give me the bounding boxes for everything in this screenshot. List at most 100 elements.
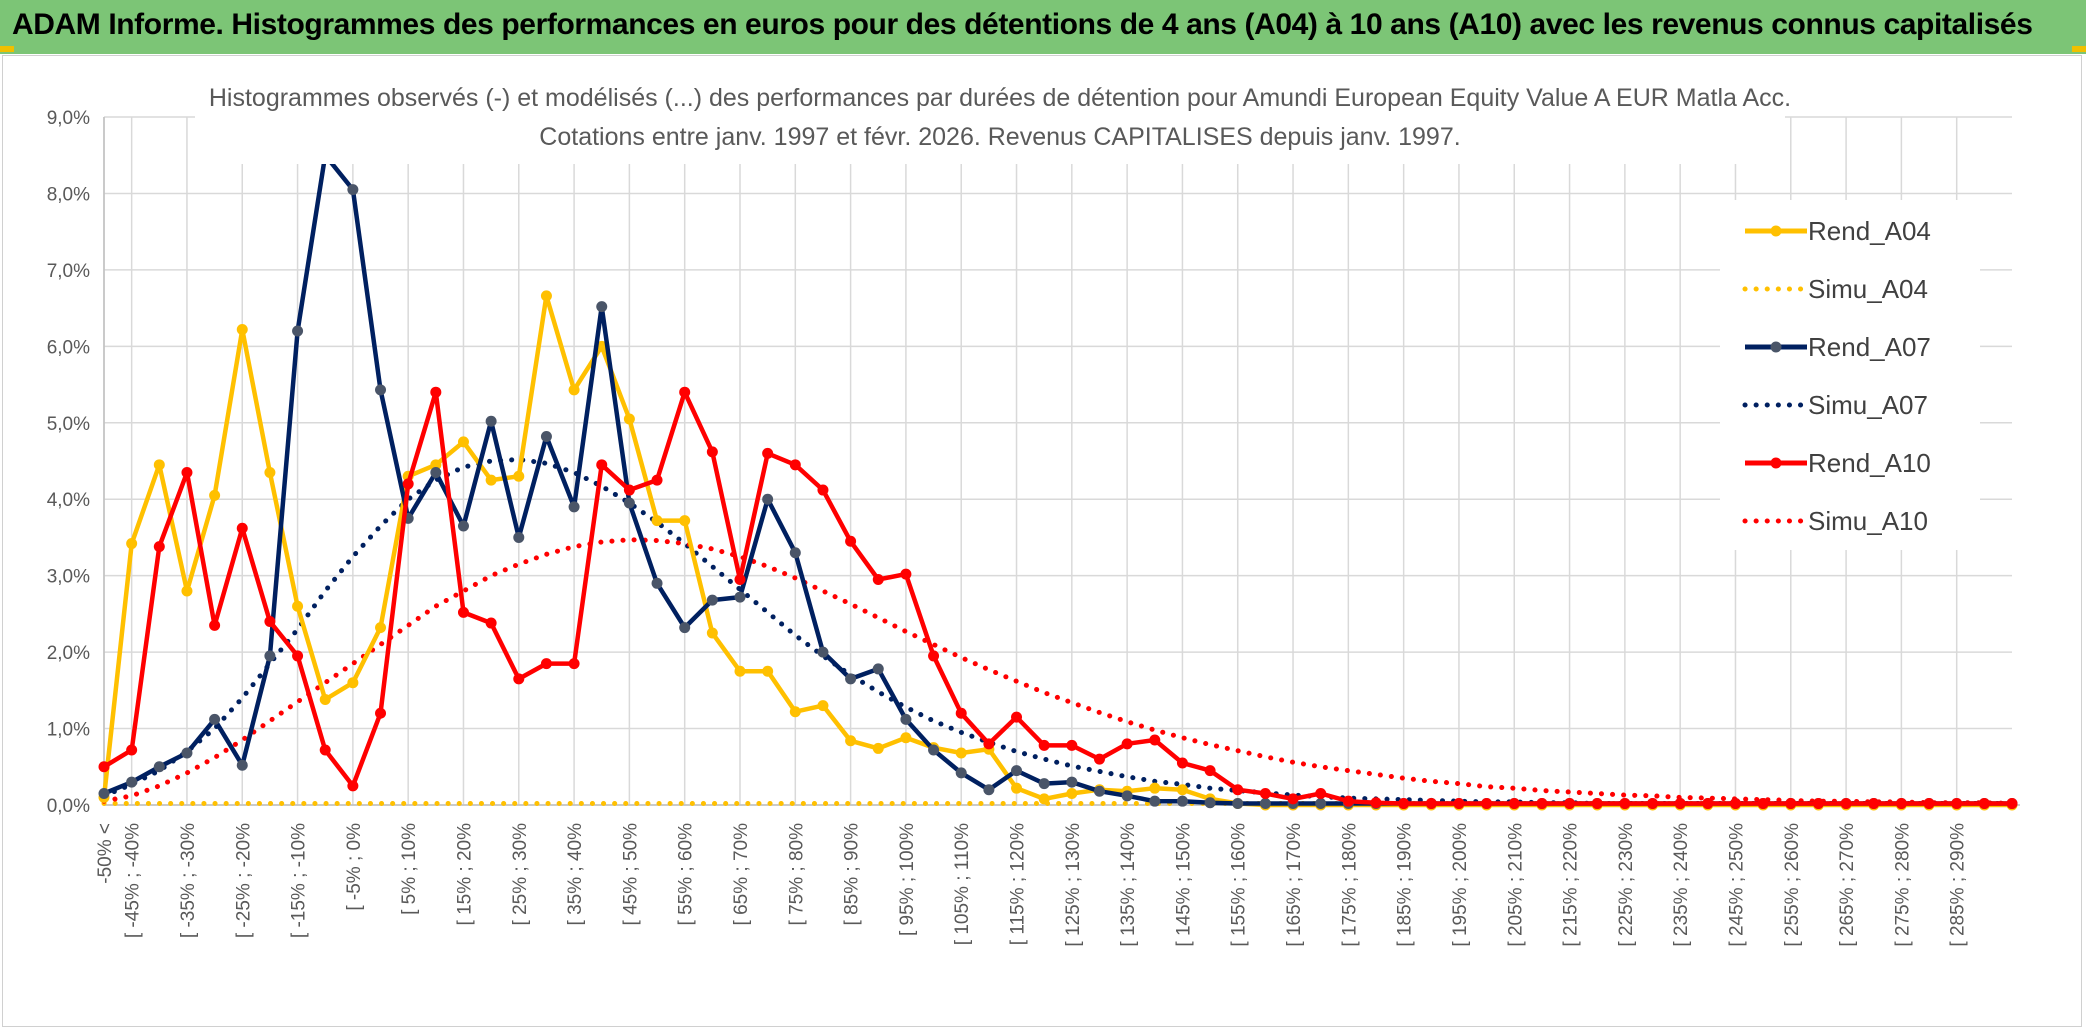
data-point bbox=[900, 732, 912, 744]
x-tick-label: [ 225% ; 230% bbox=[1616, 823, 1637, 947]
data-point bbox=[1176, 757, 1188, 769]
data-point bbox=[1204, 797, 1216, 809]
data-point bbox=[1951, 797, 1963, 809]
x-tick-label: [ 25% ; 30% bbox=[510, 823, 531, 926]
data-point bbox=[153, 541, 165, 553]
data-point bbox=[513, 531, 525, 543]
x-tick-label: [ 145% ; 150% bbox=[1173, 823, 1194, 947]
header-banner: ADAM Informe. Histogrammes des performan… bbox=[0, 0, 2086, 54]
x-tick-label: [ 285% ; 290% bbox=[1948, 823, 1969, 947]
data-point bbox=[596, 340, 608, 352]
data-point bbox=[1066, 788, 1078, 800]
data-point bbox=[485, 617, 497, 629]
data-point bbox=[789, 459, 801, 471]
banner-accent-left bbox=[0, 46, 14, 52]
series-line-Simu_A07 bbox=[101, 456, 2015, 806]
data-point bbox=[845, 735, 857, 747]
data-point bbox=[485, 415, 497, 427]
data-point bbox=[596, 459, 608, 471]
data-point bbox=[1840, 797, 1852, 809]
data-point bbox=[762, 493, 774, 505]
data-point bbox=[236, 759, 248, 771]
data-point bbox=[789, 547, 801, 559]
data-point bbox=[900, 568, 912, 580]
x-tick-label: [ 65% ; 70% bbox=[731, 823, 752, 926]
x-tick-label: [ -15% ; -10% bbox=[289, 823, 310, 938]
data-point bbox=[457, 520, 469, 532]
data-point bbox=[1674, 797, 1686, 809]
data-point bbox=[762, 665, 774, 677]
legend-item-Rend_A10: Rend_A10 bbox=[1745, 448, 1931, 478]
x-tick-label: [ 95% ; 100% bbox=[897, 823, 918, 936]
x-tick-label: [ 185% ; 190% bbox=[1395, 823, 1416, 947]
data-point bbox=[513, 673, 525, 685]
y-tick-labels: 0,0% 1,0% 2,0% 3,0% 4,0% 5,0% 6,0% 7,0% 8,0% 9,0% bbox=[47, 108, 90, 817]
data-point bbox=[1232, 797, 1244, 809]
y-tick-label: 6,0% bbox=[47, 337, 90, 358]
data-point bbox=[1315, 788, 1327, 800]
data-point bbox=[98, 761, 110, 773]
data-point bbox=[485, 474, 497, 486]
data-point bbox=[955, 767, 967, 779]
banner-title: ADAM Informe. Histogrammes des performan… bbox=[12, 8, 2033, 41]
legend-item-Rend_A07: Rend_A07 bbox=[1745, 332, 1931, 362]
data-point bbox=[1536, 797, 1548, 809]
data-point bbox=[679, 515, 691, 527]
data-point bbox=[1176, 795, 1188, 807]
data-point bbox=[347, 780, 359, 792]
x-tick-label: [ 265% ; 270% bbox=[1837, 823, 1858, 947]
data-point bbox=[1066, 739, 1078, 751]
data-point bbox=[98, 788, 110, 800]
data-point bbox=[651, 515, 663, 527]
data-point bbox=[540, 658, 552, 670]
data-point bbox=[236, 324, 248, 336]
data-point bbox=[540, 290, 552, 302]
data-point bbox=[1923, 797, 1935, 809]
data-point bbox=[126, 538, 138, 550]
data-point bbox=[402, 478, 414, 490]
data-point bbox=[375, 707, 387, 719]
data-point bbox=[264, 650, 276, 662]
series-Simu_A10 bbox=[101, 537, 2015, 806]
data-point bbox=[872, 742, 884, 754]
data-point bbox=[209, 713, 221, 725]
data-point bbox=[153, 459, 165, 471]
data-point bbox=[430, 466, 442, 478]
data-point bbox=[209, 619, 221, 631]
data-point bbox=[983, 784, 995, 796]
banner-accent-right bbox=[2072, 46, 2086, 52]
data-point bbox=[2006, 797, 2018, 809]
data-point bbox=[817, 700, 829, 712]
data-point bbox=[513, 470, 525, 482]
data-point bbox=[734, 573, 746, 585]
data-point bbox=[1564, 797, 1576, 809]
data-point bbox=[1812, 797, 1824, 809]
data-point bbox=[457, 436, 469, 448]
data-point bbox=[762, 447, 774, 459]
data-point bbox=[236, 522, 248, 534]
data-point bbox=[706, 594, 718, 606]
data-point bbox=[347, 677, 359, 689]
y-tick-label: 8,0% bbox=[47, 184, 90, 205]
data-point bbox=[1038, 739, 1050, 751]
data-point bbox=[1259, 797, 1271, 809]
data-point bbox=[1453, 797, 1465, 809]
data-point bbox=[568, 501, 580, 513]
data-point bbox=[375, 384, 387, 396]
y-tick-label: 0,0% bbox=[47, 796, 90, 817]
y-tick-label: 4,0% bbox=[47, 490, 90, 511]
legend-marker bbox=[1770, 341, 1782, 353]
data-point bbox=[292, 325, 304, 337]
data-point bbox=[817, 484, 829, 496]
data-point bbox=[375, 622, 387, 634]
data-point bbox=[734, 665, 746, 677]
data-point bbox=[1895, 797, 1907, 809]
data-point bbox=[319, 744, 331, 756]
data-point bbox=[623, 413, 635, 425]
data-point bbox=[817, 646, 829, 658]
data-point bbox=[568, 658, 580, 670]
data-point bbox=[928, 650, 940, 662]
x-tick-label: [ 55% ; 60% bbox=[676, 823, 697, 926]
x-tick-label: [ -45% ; -40% bbox=[123, 823, 144, 938]
data-point bbox=[319, 694, 331, 706]
